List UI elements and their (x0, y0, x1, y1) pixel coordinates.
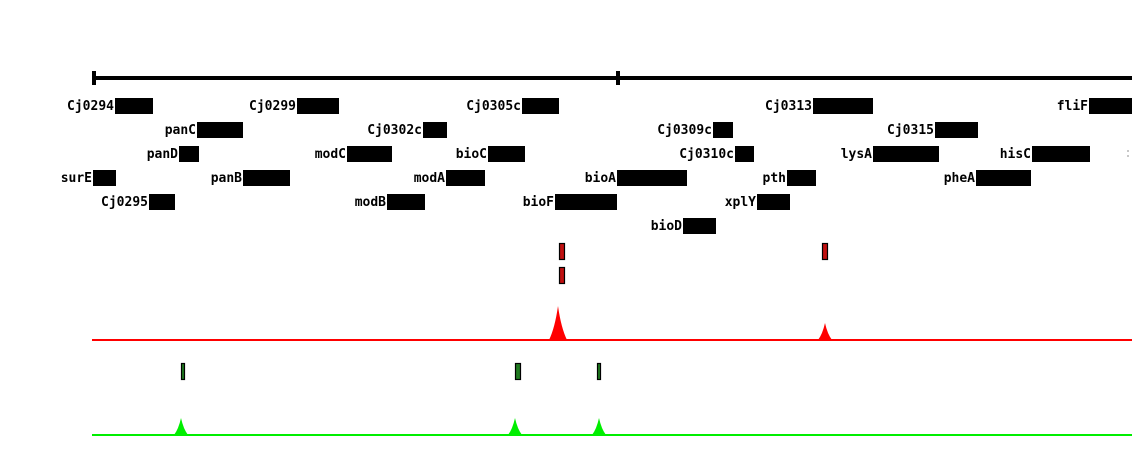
overflow-dot (1127, 150, 1129, 152)
gene-feature[interactable]: bioA (585, 170, 687, 186)
gene-box[interactable] (387, 194, 425, 210)
gene-label: xplY (725, 195, 756, 210)
gene-box[interactable] (1032, 146, 1090, 162)
gene-box[interactable] (1089, 98, 1132, 114)
gene-label: panB (211, 171, 242, 186)
signal-peak (549, 306, 567, 340)
binding-site-marker[interactable] (821, 242, 829, 261)
gene-label: pth (763, 171, 786, 186)
gene-label: fliF (1057, 99, 1088, 114)
gene-feature[interactable]: lysA (841, 146, 939, 162)
gene-feature[interactable]: modC (315, 146, 392, 162)
signal-peak (174, 418, 188, 435)
gene-feature[interactable]: Cj0294 (67, 98, 153, 114)
gene-label: Cj0315 (887, 123, 934, 138)
gene-label: lysA (841, 147, 872, 162)
gene-box[interactable] (149, 194, 175, 210)
gene-feature[interactable]: Cj0309c (657, 122, 733, 138)
gene-feature[interactable]: panD (147, 146, 199, 162)
gene-label: bioD (651, 219, 682, 234)
gene-feature[interactable]: bioF (523, 194, 617, 210)
gene-annotation-track: Cj0294 Cj0299 Cj0305c Cj0313 fliF panC Cj0302c… (61, 98, 1132, 234)
gene-box[interactable] (297, 98, 339, 114)
gene-box[interactable] (446, 170, 485, 186)
gene-feature[interactable]: surE (61, 170, 116, 186)
gene-label: Cj0309c (657, 123, 712, 138)
gene-feature[interactable]: modA (414, 170, 485, 186)
binding-site-marker[interactable] (180, 362, 186, 381)
gene-feature[interactable]: xplY (725, 194, 790, 210)
overflow-dot (1127, 155, 1129, 157)
gene-label: modB (355, 195, 386, 210)
green-signal-track (92, 362, 1132, 436)
gene-label: Cj0295 (101, 195, 148, 210)
binding-site-marker[interactable] (558, 266, 566, 285)
gene-box[interactable] (243, 170, 290, 186)
binding-site-marker[interactable] (558, 242, 566, 261)
gene-box[interactable] (488, 146, 525, 162)
gene-feature[interactable]: pheA (944, 170, 1031, 186)
gene-label: modC (315, 147, 346, 162)
ruler-tick-start (92, 71, 96, 85)
gene-box[interactable] (115, 98, 153, 114)
gene-box[interactable] (555, 194, 617, 210)
gene-feature[interactable]: Cj0310c (679, 146, 754, 162)
ruler-tick-mid (616, 71, 620, 85)
gene-feature[interactable]: Cj0295 (101, 194, 175, 210)
gene-feature[interactable]: Cj0302c (367, 122, 447, 138)
gene-label: hisC (1000, 147, 1031, 162)
gene-box[interactable] (735, 146, 754, 162)
gene-box[interactable] (683, 218, 716, 234)
gene-feature[interactable]: bioD (651, 218, 716, 234)
gene-feature[interactable]: panB (211, 170, 290, 186)
gene-feature[interactable]: modB (355, 194, 425, 210)
gene-feature[interactable]: bioC (456, 146, 525, 162)
gene-feature[interactable]: hisC (1000, 146, 1090, 162)
gene-label: Cj0313 (765, 99, 812, 114)
binding-site-marker[interactable] (514, 362, 522, 381)
gene-box[interactable] (197, 122, 243, 138)
gene-feature[interactable]: Cj0299 (249, 98, 339, 114)
signal-peak (508, 418, 522, 435)
gene-label: Cj0294 (67, 99, 114, 114)
gene-label: panC (165, 123, 196, 138)
gene-label: Cj0302c (367, 123, 422, 138)
gene-feature[interactable]: Cj0305c (466, 98, 559, 114)
gene-box[interactable] (787, 170, 816, 186)
gene-box[interactable] (976, 170, 1031, 186)
gene-label: Cj0299 (249, 99, 296, 114)
gene-box[interactable] (423, 122, 447, 138)
gene-box[interactable] (617, 170, 687, 186)
gene-label: Cj0305c (466, 99, 521, 114)
gene-label: modA (414, 171, 445, 186)
gene-box[interactable] (935, 122, 978, 138)
gene-box[interactable] (873, 146, 939, 162)
gene-box[interactable] (813, 98, 873, 114)
gene-box[interactable] (347, 146, 392, 162)
signal-peak (592, 418, 606, 435)
gene-label: panD (147, 147, 178, 162)
gene-feature[interactable]: Cj0313 (765, 98, 873, 114)
gene-feature[interactable]: pth (763, 170, 816, 186)
gene-feature[interactable]: fliF (1057, 98, 1132, 114)
gene-label: surE (61, 171, 92, 186)
signal-peak (818, 323, 832, 340)
gene-feature[interactable]: Cj0315 (887, 122, 978, 138)
gene-label: bioF (523, 195, 554, 210)
gene-label: bioA (585, 171, 616, 186)
binding-site-marker[interactable] (596, 362, 602, 381)
gene-label: Cj0310c (679, 147, 734, 162)
gene-box[interactable] (522, 98, 559, 114)
genome-ruler (92, 71, 1132, 85)
gene-label: pheA (944, 171, 975, 186)
gene-box[interactable] (93, 170, 116, 186)
gene-box[interactable] (757, 194, 790, 210)
gene-box[interactable] (713, 122, 733, 138)
gene-feature[interactable]: panC (165, 122, 243, 138)
gene-box[interactable] (179, 146, 199, 162)
red-signal-track (92, 242, 1132, 341)
gene-label: bioC (456, 147, 487, 162)
